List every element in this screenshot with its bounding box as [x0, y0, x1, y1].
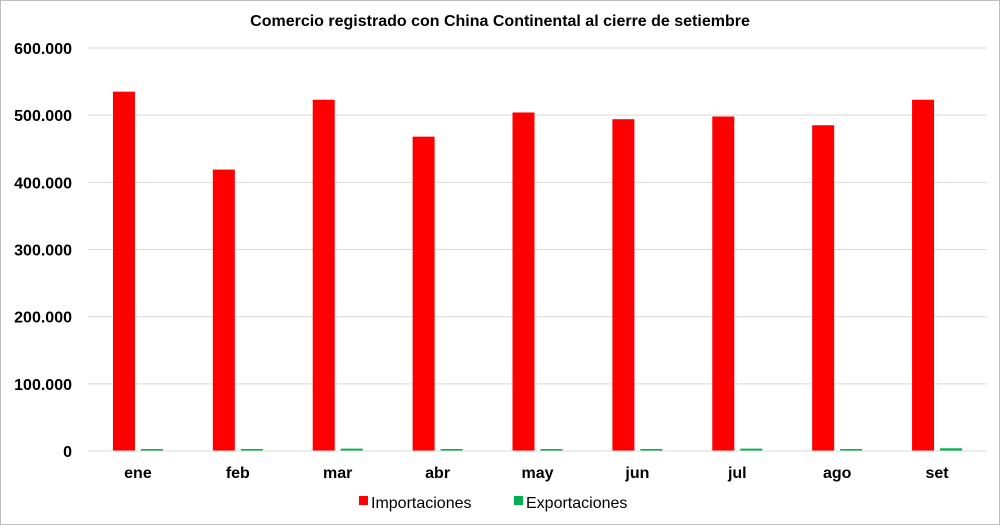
- bar-importaciones-feb: [212, 169, 235, 452]
- x-tick-label: may: [521, 465, 553, 482]
- gridlines: [88, 47, 987, 385]
- x-tick-label: set: [925, 465, 949, 482]
- bar-importaciones-ago: [812, 125, 835, 451]
- y-tick-label: 200.000: [14, 310, 72, 327]
- legend-swatch-exportaciones: [514, 496, 523, 505]
- y-tick-label: 400.000: [14, 175, 72, 192]
- bar-exportaciones-mar: [340, 448, 363, 451]
- y-tick-label: 100.000: [14, 377, 72, 394]
- bar-exportaciones-feb: [240, 449, 263, 451]
- bar-exportaciones-ago: [840, 449, 863, 451]
- bar-importaciones-mar: [312, 99, 335, 452]
- x-tick-label: ene: [124, 465, 152, 482]
- y-tick-label: 600.000: [14, 41, 72, 58]
- y-tick-label: 0: [63, 444, 72, 461]
- legend: Importaciones Exportaciones: [359, 495, 627, 512]
- bar-importaciones-may: [512, 112, 535, 451]
- x-tick-label: abr: [425, 465, 450, 482]
- y-tick-label: 500.000: [14, 108, 72, 125]
- x-tick-label: jun: [624, 465, 649, 482]
- bar-exportaciones-ene: [140, 449, 163, 451]
- y-axis-ticks: 0 100.000 200.000 300.000 400.000 500.000 600.…: [14, 41, 72, 461]
- bar-importaciones-ene: [112, 91, 135, 452]
- x-tick-label: mar: [323, 465, 352, 482]
- bar-importaciones-set: [912, 99, 935, 452]
- x-tick-label: jul: [727, 465, 747, 482]
- legend-label-importaciones: Importaciones: [371, 495, 472, 512]
- bar-exportaciones-abr: [440, 449, 463, 451]
- bar-importaciones-jul: [712, 116, 735, 451]
- x-axis-ticks: ene feb mar abr may jun jul ago set: [124, 465, 949, 482]
- x-tick-label: feb: [226, 465, 250, 482]
- x-tick-label: ago: [823, 465, 852, 482]
- legend-swatch-importaciones: [359, 496, 368, 505]
- bar-exportaciones-jul: [740, 448, 763, 451]
- bar-exportaciones-jun: [640, 448, 663, 451]
- bar-importaciones-abr: [412, 136, 435, 451]
- bar-exportaciones-may: [540, 449, 563, 451]
- bar-exportaciones-set: [940, 448, 963, 451]
- bar-importaciones-jun: [612, 119, 635, 452]
- legend-label-exportaciones: Exportaciones: [526, 495, 627, 512]
- bars: [112, 91, 963, 452]
- y-tick-label: 300.000: [14, 243, 72, 260]
- chart-title: Comercio registrado con China Continenta…: [250, 13, 750, 30]
